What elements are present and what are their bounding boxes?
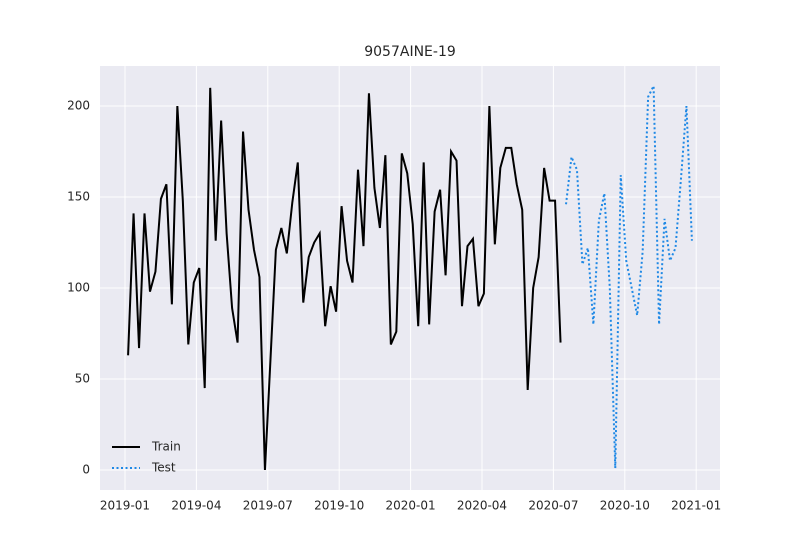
x-tick-label: 2020-10 — [600, 499, 650, 513]
x-tick-label: 2019-07 — [243, 499, 293, 513]
x-tick-label: 2020-07 — [528, 499, 578, 513]
y-tick-label: 200 — [67, 99, 90, 113]
y-tick-label: 150 — [67, 190, 90, 204]
legend-label: Test — [151, 461, 176, 475]
y-tick-label: 0 — [82, 462, 90, 476]
x-tick-label: 2020-04 — [457, 499, 507, 513]
x-tick-label: 2020-01 — [386, 499, 436, 513]
x-tick-label: 2021-01 — [671, 499, 721, 513]
x-tick-label: 2019-10 — [314, 499, 364, 513]
x-tick-label: 2019-04 — [171, 499, 221, 513]
plot-area — [100, 66, 720, 490]
y-tick-label: 50 — [75, 371, 90, 385]
series-line — [127, 87, 562, 471]
chart-title: 9057AINE-19 — [364, 44, 456, 60]
y-tick-label: 100 — [67, 281, 90, 295]
series-line — [565, 85, 693, 469]
x-tick-label: 2019-01 — [100, 499, 150, 513]
legend-label: Train — [151, 440, 181, 454]
